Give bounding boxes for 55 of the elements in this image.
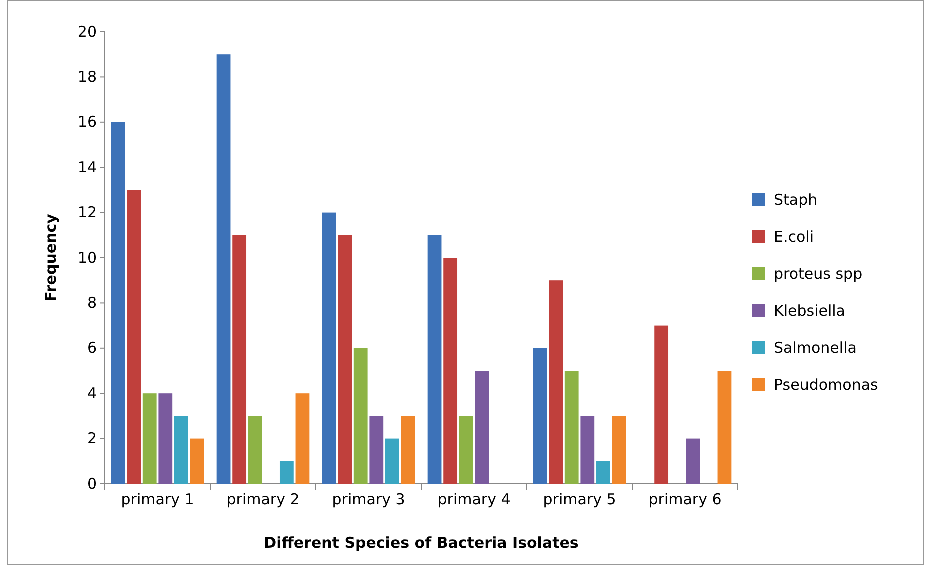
bar [232,235,247,484]
y-axis-title: Frequency [42,214,60,302]
y-tick-label: 2 [87,430,97,448]
y-tick-label: 16 [78,113,97,132]
bar [654,326,669,484]
legend-label: Salmonella [774,339,857,357]
bar [475,371,490,484]
bar [111,122,126,484]
bar [190,438,204,484]
x-axis-title: Different Species of Bacteria Isolates [264,534,579,552]
bar [718,371,732,484]
bar [549,280,564,484]
bar [158,394,173,484]
y-tick-label: 18 [78,68,97,86]
bar [580,416,595,484]
y-tick-label: 4 [87,384,97,402]
x-tick-label: primary 1 [121,490,194,509]
x-tick-label: primary 3 [332,490,406,509]
y-tick-label: 10 [78,248,97,267]
legend-label: Staph [774,191,818,209]
bar [564,371,579,484]
y-tick-label: 0 [87,474,97,493]
bar [385,438,400,484]
bar [296,394,310,484]
bar [444,258,458,484]
bar [174,416,188,484]
bar [216,54,231,484]
y-tick-label: 12 [78,204,97,222]
x-tick-label: primary 6 [648,490,722,509]
x-tick-label: primary 4 [438,490,511,509]
legend-label: Pseudomonas [774,376,879,394]
x-tick-label: primary 2 [226,490,300,509]
bar [370,416,384,484]
x-tick-label: primary 5 [543,490,616,509]
y-tick-label: 6 [87,339,97,358]
y-tick-label: 20 [78,22,97,41]
bar [142,394,157,484]
bar [248,416,262,484]
bar [596,461,610,484]
bar [354,348,368,484]
bar [533,348,548,484]
bar [428,235,442,484]
bar [322,212,336,484]
bar [612,416,626,484]
bar [459,416,474,484]
y-tick-label: 14 [78,158,97,176]
bar [127,190,142,484]
bar [686,438,700,484]
bar [401,416,416,484]
legend-label: proteus spp [774,265,863,283]
bar [280,461,294,484]
legend-label: Klebsiella [774,302,846,320]
legend-label: E.coli [774,228,814,246]
bar [338,235,352,484]
y-tick-label: 8 [87,294,97,312]
